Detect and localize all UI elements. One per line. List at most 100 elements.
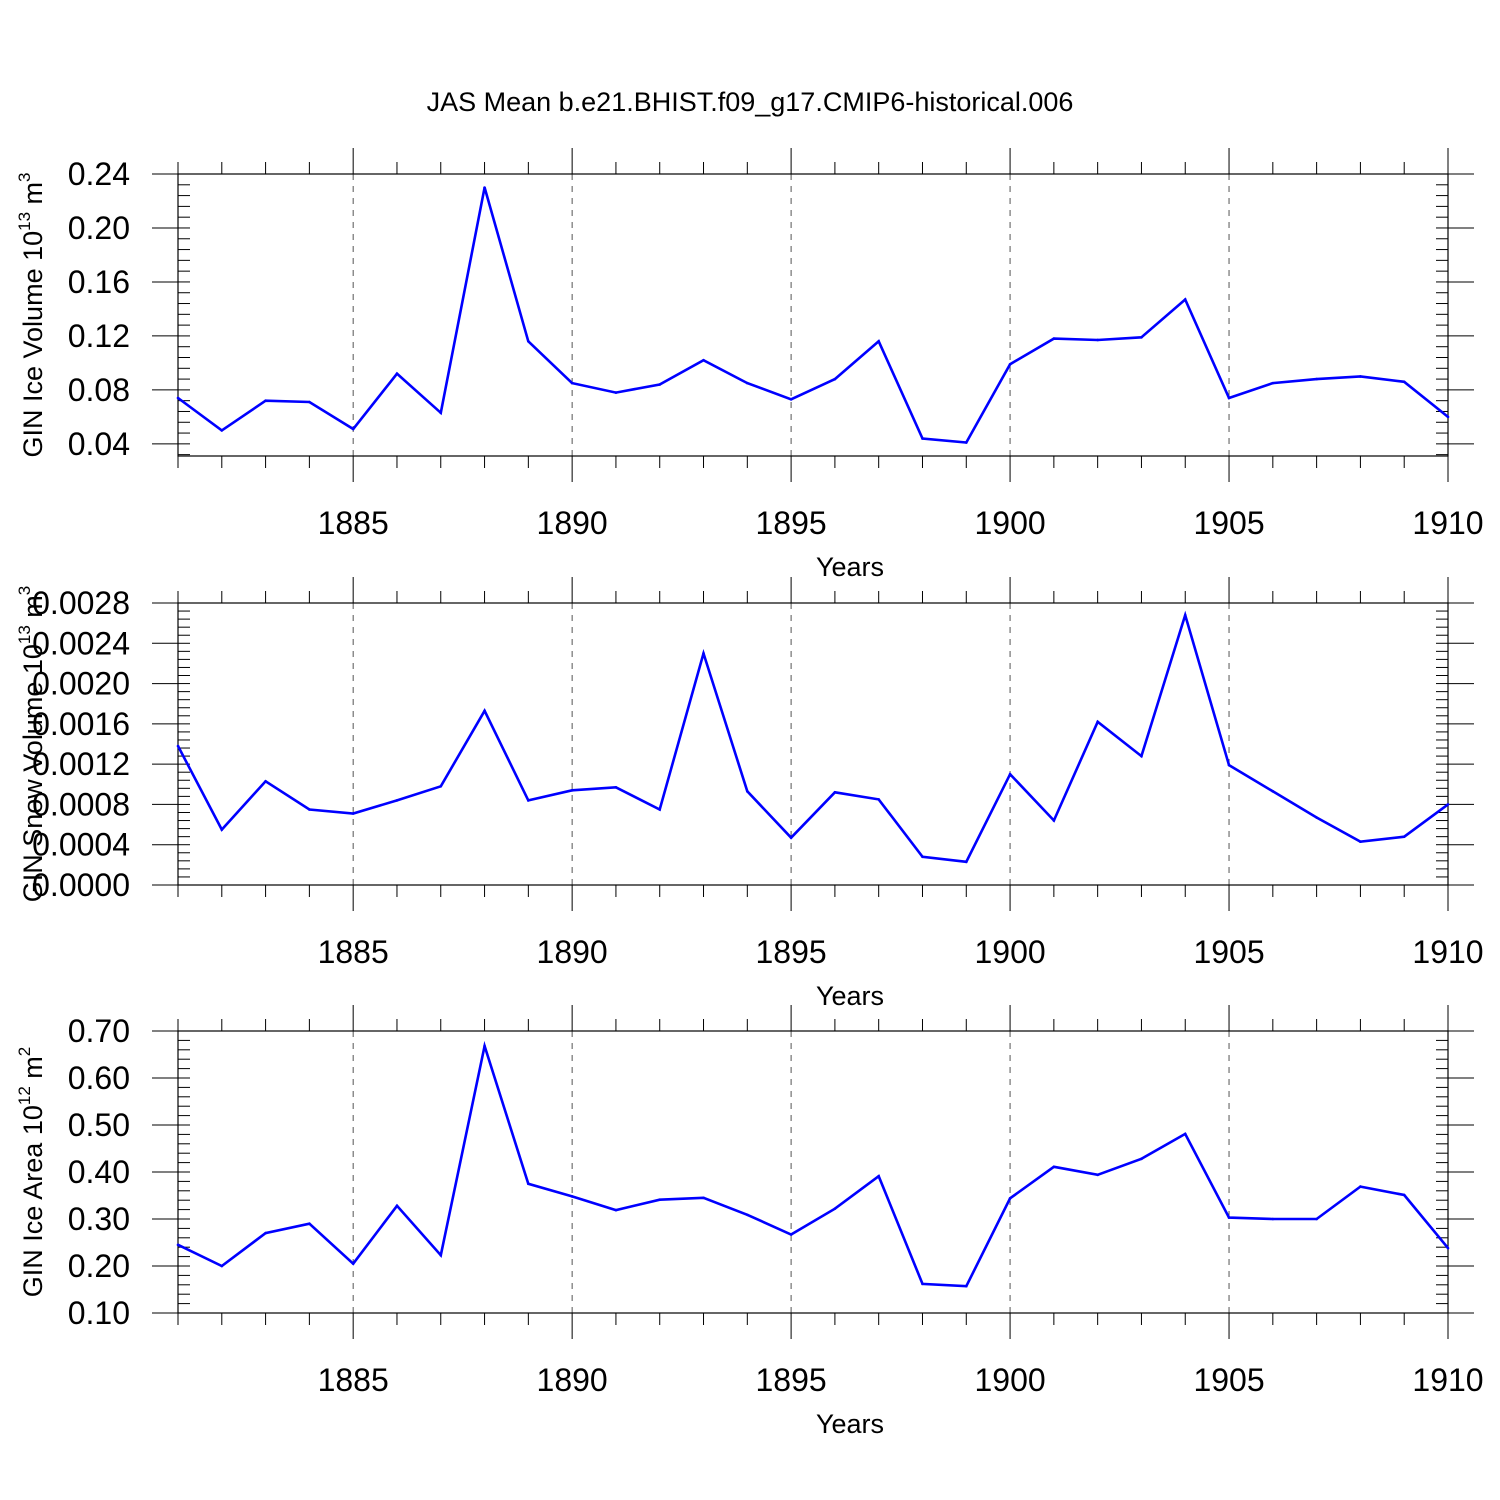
y-axis-label-exp: 12 xyxy=(15,1086,34,1105)
y-tick-label: 0.60 xyxy=(68,1060,130,1096)
y-tick-label: 0.70 xyxy=(68,1013,130,1049)
x-tick-label: 1885 xyxy=(318,934,389,970)
y-tick-label: 0.08 xyxy=(68,372,130,408)
data-point xyxy=(921,1282,924,1286)
y-axis-label-base: GIN Snow Volume 10 xyxy=(18,644,48,902)
x-tick-label: 1910 xyxy=(1412,934,1483,970)
data-point xyxy=(833,1207,837,1210)
y-tick-label: 0.20 xyxy=(68,1248,130,1284)
data-point xyxy=(1271,1217,1275,1221)
y-axis-label-exp: 13 xyxy=(15,212,34,231)
data-point xyxy=(1052,1165,1056,1169)
y-tick-label: 0.0024 xyxy=(32,625,130,661)
y-axis-label-base: GIN Ice Area 10 xyxy=(18,1105,48,1297)
y-tick-label: 0.0020 xyxy=(32,666,130,702)
x-tick-label: 1895 xyxy=(756,934,827,970)
x-tick-label: 1905 xyxy=(1193,505,1264,541)
data-point xyxy=(264,399,267,402)
y-tick-label: 0.04 xyxy=(68,426,130,462)
data-point xyxy=(1402,1193,1406,1197)
y-tick-label: 0.40 xyxy=(68,1154,130,1190)
data-point xyxy=(789,398,793,401)
data-point xyxy=(220,828,224,831)
data-point xyxy=(1008,1197,1012,1200)
data-point xyxy=(921,855,924,859)
data-point xyxy=(1359,840,1362,843)
data-point xyxy=(658,808,662,811)
data-point xyxy=(395,372,399,375)
data-point xyxy=(789,1233,793,1236)
x-tick-label: 1900 xyxy=(974,1362,1045,1398)
data-point xyxy=(351,812,355,815)
data-point xyxy=(570,381,574,385)
y-axis-label-unit: m xyxy=(18,182,48,212)
data-point xyxy=(308,808,311,811)
x-tick-label: 1905 xyxy=(1193,1362,1264,1398)
y-axis-label-unit-exp: 3 xyxy=(15,586,34,595)
data-point xyxy=(658,383,662,386)
x-axis-label: Years xyxy=(816,552,884,582)
data-point xyxy=(264,1231,267,1235)
data-point xyxy=(1402,380,1406,384)
data-point xyxy=(1227,1216,1231,1219)
data-point xyxy=(1183,1132,1187,1136)
data-point xyxy=(220,429,224,432)
data-point xyxy=(351,427,355,431)
data-point xyxy=(614,391,618,394)
data-point xyxy=(483,186,486,189)
data-point xyxy=(176,1243,180,1247)
data-point xyxy=(1315,1217,1318,1221)
data-point xyxy=(1359,1185,1362,1188)
x-axis-label: Years xyxy=(816,981,884,1011)
figure-title: JAS Mean b.e21.BHIST.f09_g17.CMIP6-histo… xyxy=(427,87,1074,117)
data-point xyxy=(877,340,880,343)
y-tick-label: 0.24 xyxy=(68,156,130,192)
data-point xyxy=(439,411,443,415)
x-tick-label: 1895 xyxy=(756,505,827,541)
data-point xyxy=(658,1198,662,1202)
data-point xyxy=(1140,1157,1143,1161)
x-tick-label: 1900 xyxy=(974,934,1045,970)
data-point xyxy=(1271,790,1275,793)
y-tick-label: 0.0012 xyxy=(32,746,130,782)
y-axis-label-unit-exp: 3 xyxy=(15,172,34,181)
data-point xyxy=(702,652,705,655)
y-tick-label: 0.0004 xyxy=(32,827,130,863)
data-point xyxy=(1402,835,1406,838)
x-tick-label: 1910 xyxy=(1412,505,1483,541)
data-point xyxy=(1446,1246,1450,1250)
data-point xyxy=(264,779,267,783)
y-axis-label-unit: m xyxy=(18,1056,48,1086)
data-point xyxy=(483,1044,486,1048)
x-tick-label: 1885 xyxy=(318,505,389,541)
y-tick-label: 0.0008 xyxy=(32,786,130,822)
y-tick-label: 0.0016 xyxy=(32,706,130,742)
data-point xyxy=(220,1264,224,1268)
data-point xyxy=(308,1222,311,1225)
y-axis-label: GIN Ice Area 1012 m2 xyxy=(15,1047,48,1298)
data-point xyxy=(1315,377,1318,381)
data-point xyxy=(1008,772,1012,776)
data-point xyxy=(789,836,793,839)
data-point xyxy=(570,1195,574,1198)
data-point xyxy=(1183,298,1187,301)
data-point xyxy=(308,400,311,404)
data-point xyxy=(176,396,180,400)
data-point xyxy=(1052,337,1056,340)
data-point xyxy=(702,358,705,362)
data-point xyxy=(877,1174,880,1178)
data-point xyxy=(746,1213,749,1217)
plot-frame xyxy=(177,173,1449,457)
x-tick-label: 1900 xyxy=(974,505,1045,541)
data-point xyxy=(527,799,530,802)
y-tick-label: 0.12 xyxy=(68,318,130,354)
x-tick-label: 1885 xyxy=(318,1362,389,1398)
data-point xyxy=(921,437,924,440)
data-point xyxy=(1096,1173,1099,1177)
y-tick-label: 0.10 xyxy=(68,1295,130,1331)
data-point xyxy=(395,1204,399,1208)
data-point xyxy=(964,441,968,444)
y-axis-label-base: GIN Ice Volume 10 xyxy=(18,231,48,458)
y-tick-label: 0.20 xyxy=(68,210,130,246)
